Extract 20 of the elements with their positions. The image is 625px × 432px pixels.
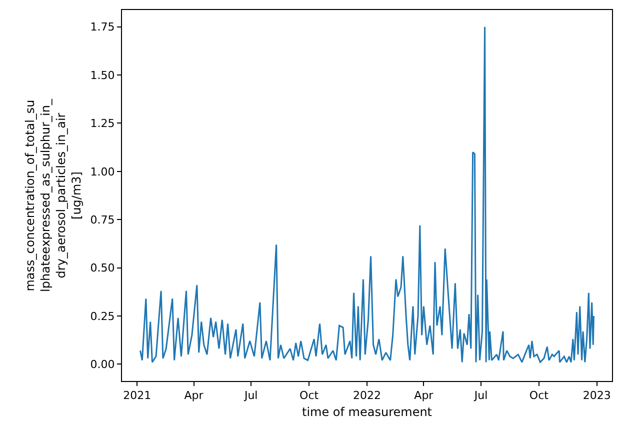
y-tick-label: 0.75 bbox=[90, 213, 115, 226]
x-tick-label: 2022 bbox=[353, 389, 381, 402]
y-tick-label: 1.50 bbox=[90, 68, 115, 82]
x-tick-label: 2021 bbox=[123, 389, 152, 402]
x-tick-label: 2023 bbox=[582, 389, 611, 402]
x-tick-label: Jul bbox=[243, 389, 258, 402]
x-axis-title: time of measurement bbox=[302, 405, 432, 420]
x-tick-label: Apr bbox=[414, 389, 434, 402]
y-tick-label: 0.50 bbox=[90, 262, 115, 275]
line-series bbox=[140, 26, 594, 363]
y-tick-label: 1.75 bbox=[90, 20, 115, 34]
y-tick-label: 0.25 bbox=[90, 310, 115, 323]
x-tick-label: Jul bbox=[473, 389, 488, 402]
x-tick-label: Oct bbox=[300, 389, 320, 402]
y-axis-title: mass_concentration_of_total_su lphateexpressed_as_sulphur_in_ dry_aerosol_particles_in_air [ug/m3] bbox=[22, 98, 84, 292]
y-tick-label: 0.00 bbox=[90, 358, 115, 371]
x-tick-label: Oct bbox=[529, 389, 550, 402]
x-tick-label: Apr bbox=[184, 389, 204, 402]
y-tick-label: 1.25 bbox=[90, 117, 115, 130]
y-tick-label: 1.00 bbox=[90, 165, 115, 178]
